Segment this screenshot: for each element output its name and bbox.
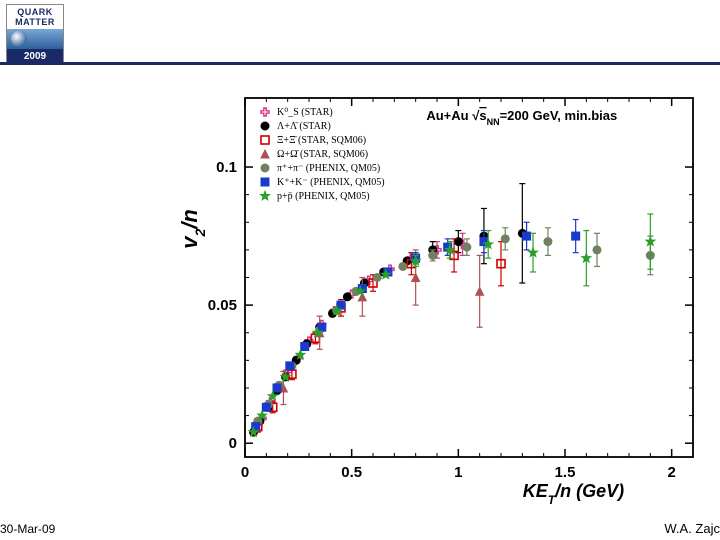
svg-text:KET/n (GeV): KET/n (GeV) [523,481,624,505]
svg-text:0.05: 0.05 [208,297,237,314]
logo-text-2: MATTER [7,15,63,27]
footer-author: W.A. Zajc [664,521,720,536]
svg-text:Ω+Ω̄ (STAR, SQM06): Ω+Ω̄ (STAR, SQM06) [277,149,368,160]
svg-text:2: 2 [667,464,675,481]
svg-text:Ξ+Ξ̄ (STAR, SQM06): Ξ+Ξ̄ (STAR, SQM06) [277,135,366,146]
svg-text:1.5: 1.5 [555,464,576,481]
header-separator [0,62,720,65]
svg-text:1: 1 [454,464,462,481]
svg-text:K⁰_S (STAR): K⁰_S (STAR) [277,107,333,118]
svg-text:0: 0 [241,464,249,481]
svg-text:0.5: 0.5 [341,464,362,481]
svg-text:K⁺+K⁻ (PHENIX, QM05): K⁺+K⁻ (PHENIX, QM05) [277,177,385,188]
v2-scaling-chart: 00.511.5200.050.1KET/n (GeV)v2/nAu+Au √s… [175,90,705,505]
svg-text:0.1: 0.1 [216,159,237,176]
svg-text:p+p̄ (PHENIX, QM05): p+p̄ (PHENIX, QM05) [277,191,370,202]
svg-text:π⁺+π⁻ (PHENIX, QM05): π⁺+π⁻ (PHENIX, QM05) [277,163,380,174]
svg-text:0: 0 [229,435,237,452]
logo-graphic [7,29,63,49]
footer-date: 30-Mar-09 [0,522,55,536]
svg-text:Λ+Λ̄ (STAR): Λ+Λ̄ (STAR) [277,121,331,132]
conference-logo: QUARK MATTER 2009 [6,4,64,62]
svg-text:v2/n: v2/n [177,209,208,249]
